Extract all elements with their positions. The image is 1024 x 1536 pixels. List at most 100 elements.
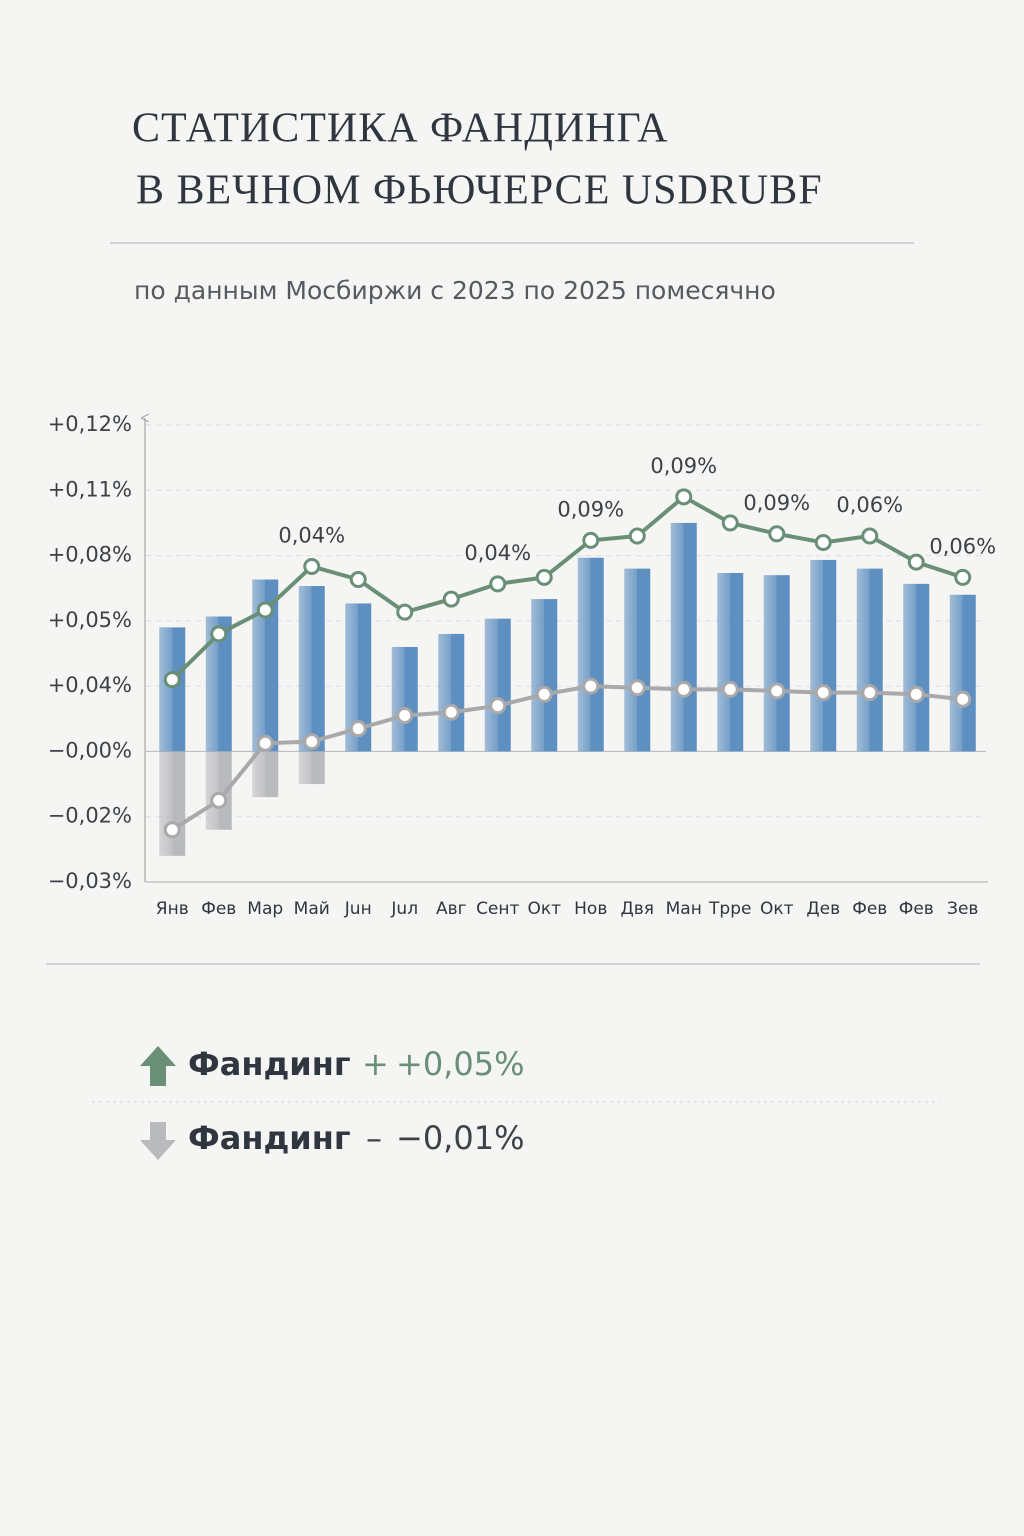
line-point xyxy=(628,527,646,545)
title-line: СТАТИСТИКА ФАНДИНГА xyxy=(132,106,669,152)
line-point xyxy=(582,677,600,695)
x-tick-label: Трре xyxy=(708,899,751,919)
line-point xyxy=(210,625,228,643)
y-tick-label: −0,00% xyxy=(48,738,132,762)
annotation: 0,09% xyxy=(743,491,810,515)
line-point xyxy=(256,734,274,752)
line-point xyxy=(814,534,832,552)
line-point xyxy=(396,603,414,621)
line-point xyxy=(768,525,786,543)
x-tick-label: Нов xyxy=(574,899,607,919)
line xyxy=(171,684,963,832)
bar xyxy=(624,568,651,752)
bar xyxy=(159,627,186,752)
line-point xyxy=(954,568,972,586)
line-point xyxy=(163,671,181,689)
line-point xyxy=(675,488,693,506)
bar xyxy=(252,751,279,798)
line-point xyxy=(582,531,600,549)
up-arrow-icon xyxy=(140,1046,176,1086)
y-tick-label: +0,11% xyxy=(48,477,132,501)
y-tick-label: +0,08% xyxy=(48,543,132,567)
summary-label: Фандинг xyxy=(188,1045,351,1083)
x-tick-label: Окт xyxy=(527,899,561,919)
bar xyxy=(159,751,186,856)
x-tick-label: Ман xyxy=(666,899,702,919)
annotation: 0,06% xyxy=(929,534,996,558)
line-point xyxy=(303,733,321,751)
line-point xyxy=(349,720,367,738)
annotation: 0,09% xyxy=(650,454,717,478)
line-point xyxy=(954,690,972,708)
x-tick-label: Май xyxy=(294,899,330,919)
summary-label: Фандинг xyxy=(188,1119,351,1157)
bar xyxy=(391,646,418,752)
summary-sign: – xyxy=(366,1119,382,1157)
line-point xyxy=(721,514,739,532)
bar xyxy=(717,572,744,752)
bar xyxy=(577,557,604,752)
x-tick-label: Окт xyxy=(760,899,794,919)
annotation: 0,09% xyxy=(557,497,624,521)
line-point xyxy=(628,679,646,697)
line-point xyxy=(163,821,181,839)
subtitle: по данным Мосбиржи с 2023 по 2025 помеся… xyxy=(134,276,776,305)
line-point xyxy=(535,568,553,586)
bar xyxy=(531,599,558,752)
x-tick-label: Зев xyxy=(947,899,978,919)
y-tick-label: −0,03% xyxy=(48,869,132,893)
x-tick-label: Фев xyxy=(201,899,236,919)
annotation: 0,04% xyxy=(278,523,345,547)
bar xyxy=(298,586,325,752)
line-point xyxy=(489,697,507,715)
line-point xyxy=(907,685,925,703)
bar xyxy=(438,633,465,752)
y-tick-label: −0,02% xyxy=(48,804,132,828)
y-tick-label: +0,12% xyxy=(48,412,132,436)
x-tick-label: Мар xyxy=(247,899,283,919)
bar xyxy=(856,568,883,752)
line-point xyxy=(535,685,553,703)
line-point xyxy=(256,601,274,619)
summary-value: −0,01% xyxy=(396,1119,524,1157)
bar xyxy=(763,575,790,752)
x-tick-label: Сент xyxy=(476,899,519,919)
bar xyxy=(949,594,976,752)
x-tick-label: Фев xyxy=(899,899,934,919)
line-point xyxy=(721,680,739,698)
line-point xyxy=(210,791,228,809)
bar xyxy=(903,583,930,752)
plot: +0,12% +0,11% +0,08% +0,05% +0,04% −0,00% −0,0… xyxy=(48,412,996,919)
x-tick-label: Янв xyxy=(156,899,189,919)
down-arrow-icon xyxy=(140,1122,176,1160)
line-point xyxy=(907,553,925,571)
line-point xyxy=(489,575,507,593)
annotation: 0,04% xyxy=(464,541,531,565)
line-point xyxy=(442,590,460,608)
line-point xyxy=(396,707,414,725)
line-point xyxy=(442,703,460,721)
x-tick-label: Дев xyxy=(806,899,840,919)
y-tick-label: +0,04% xyxy=(48,673,132,697)
bar xyxy=(810,559,837,752)
annotation: 0,06% xyxy=(836,493,903,517)
bar xyxy=(670,522,697,752)
x-tick-label: Фев xyxy=(852,899,887,919)
line-point xyxy=(349,571,367,589)
bar xyxy=(484,618,511,752)
line-point xyxy=(303,557,321,575)
x-tick-label: Juн xyxy=(344,899,372,919)
x-tick-label: Двя xyxy=(620,899,654,919)
line-point xyxy=(768,682,786,700)
line-point xyxy=(861,684,879,702)
y-tick-label: +0,05% xyxy=(48,608,132,632)
bar xyxy=(298,751,325,785)
line-point xyxy=(675,680,693,698)
line-point xyxy=(861,527,879,545)
summary-value: +0,05% xyxy=(396,1045,524,1083)
x-tick-label: Авг xyxy=(436,899,467,919)
title-line: В ВЕЧНОМ ФЬЮЧЕРСЕ USDRUBF xyxy=(136,168,823,214)
x-tick-label: Juл xyxy=(390,899,418,919)
